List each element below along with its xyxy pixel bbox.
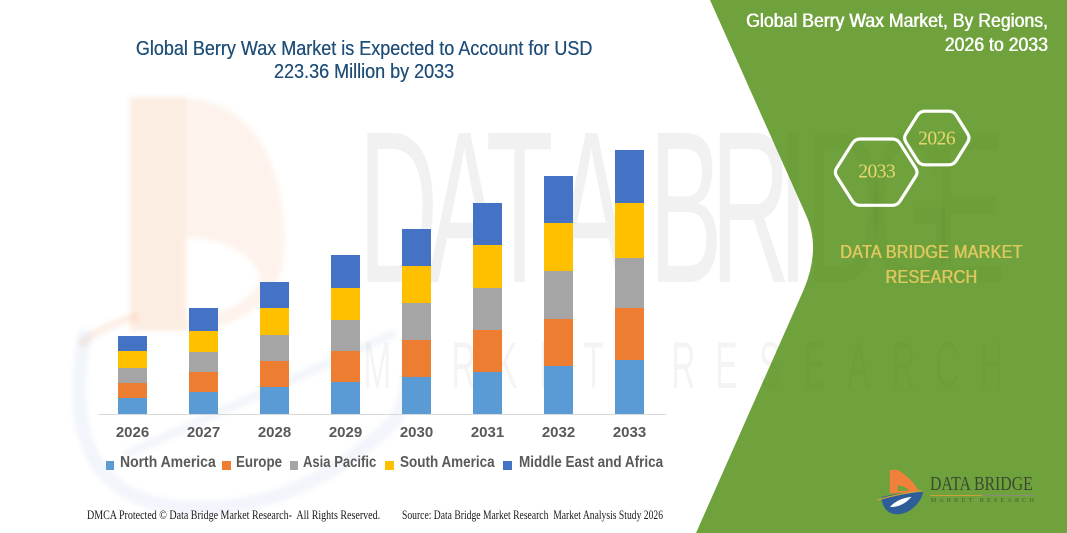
svg-text:2026: 2026	[918, 128, 956, 149]
svg-text:2033: 2033	[858, 162, 895, 183]
